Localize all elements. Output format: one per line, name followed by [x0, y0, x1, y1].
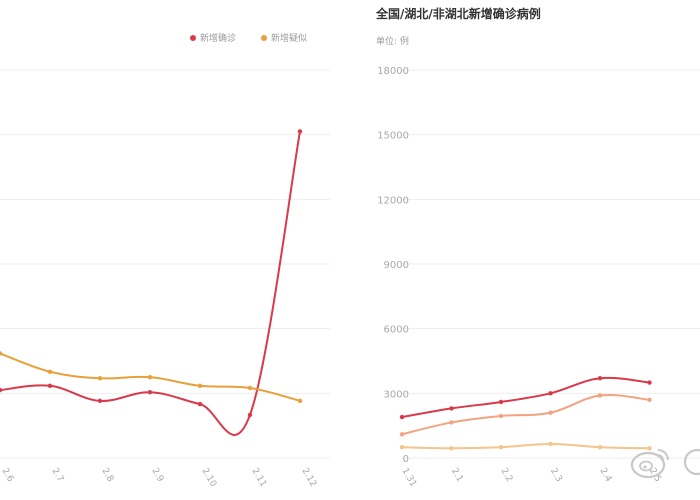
data-point	[399, 445, 405, 450]
x-tick-label: 1.31	[399, 467, 418, 489]
data-point	[197, 401, 203, 407]
data-point	[449, 420, 454, 425]
data-point	[647, 380, 652, 385]
y-tick-label: 3000	[384, 389, 409, 400]
data-point	[597, 445, 603, 450]
y-tick-label: 9000	[384, 260, 409, 271]
left-series-group	[0, 129, 303, 436]
x-tick-label: 2.2	[498, 467, 514, 484]
data-point	[47, 369, 53, 374]
y-tick-label: 6000	[384, 325, 409, 336]
data-point	[0, 351, 3, 356]
data-point	[147, 390, 153, 395]
data-point	[297, 129, 303, 134]
x-tick-label: 2.1	[449, 467, 465, 484]
legend-label-suspected: 新增疑似	[271, 32, 307, 44]
right-y-axis-ticks: 0 3000 6000 9000 12000 15000 18000	[377, 66, 409, 465]
legend-marker-suspected	[261, 35, 267, 41]
data-point	[498, 445, 504, 450]
left-legend: 新增确诊 新增疑似	[190, 32, 307, 44]
right-line-chart: 全国/湖北/非湖北新增确诊病例 单位: 例 0 3000 6000 9000 12000…	[375, 6, 700, 489]
data-point	[548, 410, 553, 415]
legend-label-confirmed: 新增确诊	[200, 32, 236, 44]
y-tick-label: 18000	[377, 66, 409, 77]
legend-marker-confirmed	[190, 35, 196, 41]
y-axis-unit-label: 单位: 例	[376, 35, 409, 47]
x-tick-label: 2.11	[249, 467, 268, 489]
right-grid	[402, 69, 700, 459]
chart-title: 全国/湖北/非湖北新增确诊病例	[375, 6, 541, 21]
data-point	[0, 387, 3, 393]
series-line-2	[401, 393, 650, 436]
series-line-1	[401, 376, 650, 419]
x-tick-label: 2.4	[597, 467, 613, 485]
left-grid	[0, 69, 330, 459]
y-tick-label: 12000	[377, 195, 409, 206]
data-point	[449, 406, 454, 411]
x-tick-label: 2.9	[149, 467, 165, 485]
data-point	[247, 412, 253, 418]
data-point	[197, 383, 203, 388]
data-point	[498, 413, 504, 419]
data-point	[97, 376, 103, 381]
x-tick-label: 2.10	[199, 467, 218, 490]
data-point	[47, 383, 53, 388]
data-point	[247, 385, 253, 391]
x-tick-label: 2.3	[548, 467, 564, 484]
data-point	[597, 393, 603, 398]
data-point	[449, 446, 454, 451]
data-point	[97, 398, 103, 404]
data-point	[399, 414, 405, 420]
data-point	[548, 441, 553, 447]
data-point	[647, 446, 652, 451]
series-line-confirmed	[0, 131, 301, 436]
data-point	[297, 398, 303, 404]
data-point	[498, 399, 504, 405]
data-point	[647, 397, 652, 402]
x-tick-label: 2.6	[0, 467, 15, 485]
x-tick-label: 2.8	[99, 467, 115, 485]
watermark-partial-icon	[683, 448, 700, 476]
series-line-3	[401, 442, 650, 450]
x-tick-label: 2.7	[49, 467, 65, 484]
x-tick-label: 2.12	[299, 467, 318, 489]
right-series-group	[399, 376, 652, 451]
y-tick-label: 0	[403, 454, 409, 465]
data-point	[147, 374, 153, 380]
data-point	[399, 432, 405, 437]
left-x-axis-ticks: 2.6 2.7 2.8 2.9 2.10 2.11 2.12	[0, 467, 318, 490]
data-point	[597, 376, 603, 381]
right-x-axis-ticks: 1.31 2.1 2.2 2.3 2.4 2.5	[399, 467, 662, 489]
data-point	[548, 391, 553, 396]
y-tick-label: 15000	[377, 131, 409, 142]
left-line-chart: 新增确诊 新增疑似 2.6 2.7 2.8 2.9 2.10 2.11 2.12	[0, 32, 330, 489]
weibo-logo-icon	[630, 449, 669, 479]
